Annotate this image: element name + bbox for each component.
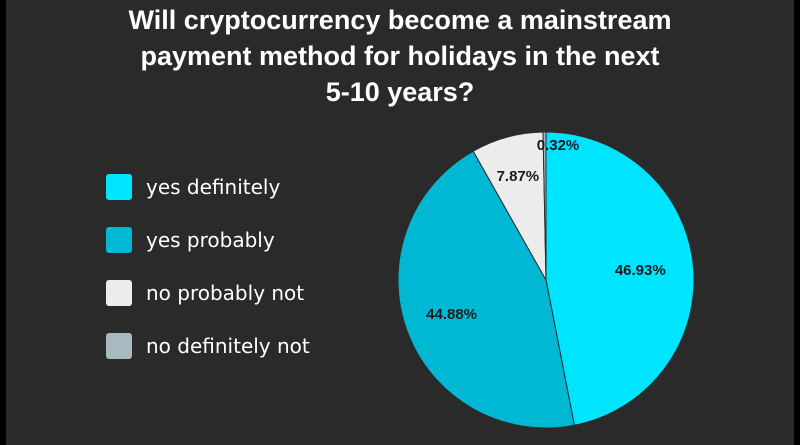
- chart-title-line-2: payment method for holidays in the next: [140, 41, 660, 71]
- pie-slice-yes-probably: [397, 150, 575, 429]
- chart-title-line-3: 5-10 years?: [325, 77, 475, 107]
- legend-swatch-no-probably-not: [106, 280, 132, 306]
- chart-title: Will cryptocurrency become a mainstream …: [6, 2, 794, 110]
- legend-label-no-probably-not: no probably not: [146, 281, 305, 305]
- pie-label-no-probably-not: 7.87%: [497, 168, 540, 185]
- pie-label-yes-definitely: 46.93%: [615, 262, 666, 279]
- legend-swatch-yes-definitely: [106, 174, 132, 200]
- pie-slice-no-definitely-not: [542, 131, 547, 281]
- chart-panel: Will cryptocurrency become a mainstream …: [6, 0, 794, 445]
- legend-label-yes-probably: yes probably: [146, 228, 275, 252]
- pie-chart: 46.93% 44.88% 7.87% 0.32%: [397, 131, 695, 429]
- pie-label-no-definitely-not: 0.32%: [537, 137, 580, 154]
- legend-swatch-no-definitely-not: [106, 333, 132, 359]
- pie-label-yes-probably: 44.88%: [426, 306, 477, 323]
- chart-title-line-1: Will cryptocurrency become a mainstream: [128, 5, 672, 35]
- legend-swatch-yes-probably: [106, 227, 132, 253]
- pie-slice-yes-definitely: [545, 131, 695, 426]
- legend-label-no-definitely-not: no definitely not: [146, 334, 310, 358]
- legend-label-yes-definitely: yes definitely: [146, 175, 281, 199]
